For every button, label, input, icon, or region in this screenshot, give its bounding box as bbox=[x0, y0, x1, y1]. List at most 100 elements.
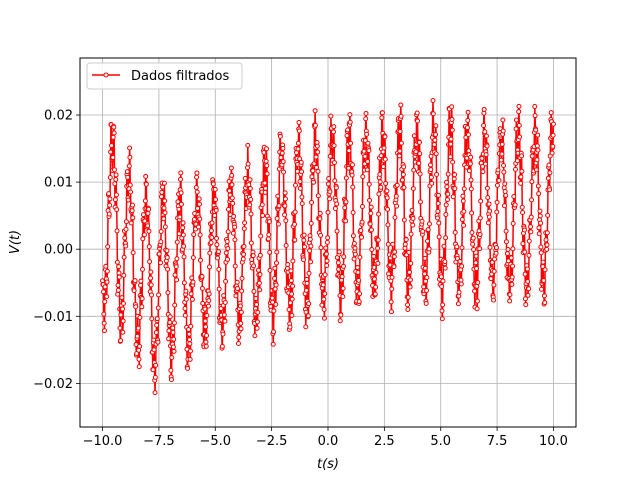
data-point bbox=[257, 252, 263, 258]
data-point bbox=[206, 264, 212, 270]
data-point bbox=[326, 176, 332, 182]
data-point bbox=[232, 237, 238, 243]
data-point bbox=[420, 228, 426, 234]
data-point bbox=[449, 117, 455, 123]
data-point bbox=[315, 168, 321, 174]
data-point bbox=[538, 244, 544, 250]
data-point bbox=[226, 188, 232, 194]
data-point bbox=[428, 167, 434, 173]
data-point bbox=[318, 245, 324, 251]
data-point bbox=[349, 172, 355, 178]
data-point bbox=[283, 243, 289, 249]
data-point bbox=[130, 250, 136, 256]
data-point bbox=[342, 205, 348, 211]
data-point bbox=[189, 296, 195, 302]
data-point bbox=[253, 295, 259, 301]
data-point bbox=[341, 254, 347, 260]
data-point bbox=[385, 222, 391, 228]
data-point bbox=[474, 298, 480, 304]
data-point bbox=[467, 161, 473, 167]
data-point bbox=[242, 220, 248, 226]
data-point bbox=[331, 143, 337, 149]
data-point bbox=[334, 201, 340, 207]
data-point bbox=[483, 152, 489, 158]
data-point bbox=[104, 268, 110, 274]
data-point bbox=[502, 181, 508, 187]
data-point bbox=[325, 235, 331, 241]
data-point bbox=[466, 168, 472, 174]
data-point bbox=[542, 267, 548, 273]
data-point bbox=[516, 122, 522, 128]
data-point bbox=[324, 239, 330, 245]
data-point bbox=[272, 265, 278, 271]
data-point bbox=[301, 244, 307, 250]
data-point bbox=[371, 276, 377, 282]
data-point bbox=[282, 196, 288, 202]
data-point bbox=[338, 312, 344, 318]
data-point bbox=[321, 307, 327, 312]
data-point bbox=[406, 249, 412, 255]
data-point bbox=[203, 343, 209, 349]
data-point bbox=[452, 186, 458, 192]
data-point bbox=[305, 313, 311, 319]
data-point bbox=[222, 299, 228, 305]
data-point bbox=[426, 221, 432, 227]
data-point bbox=[170, 344, 176, 350]
data-point bbox=[410, 222, 416, 228]
data-point bbox=[311, 179, 317, 185]
data-point bbox=[295, 146, 301, 152]
data-point bbox=[221, 293, 227, 299]
data-point bbox=[444, 179, 450, 185]
data-point bbox=[176, 206, 182, 212]
data-point bbox=[309, 199, 315, 205]
data-point bbox=[101, 320, 107, 326]
data-point bbox=[449, 104, 455, 110]
data-point bbox=[172, 302, 178, 308]
data-point bbox=[535, 132, 541, 138]
data-point bbox=[427, 162, 433, 168]
data-point bbox=[247, 202, 253, 208]
data-point bbox=[382, 156, 388, 162]
data-point bbox=[196, 196, 202, 202]
data-point bbox=[101, 311, 107, 317]
data-point bbox=[124, 169, 130, 175]
data-point bbox=[526, 238, 532, 244]
data-point bbox=[520, 241, 526, 247]
data-point bbox=[180, 232, 186, 238]
data-point bbox=[127, 182, 133, 188]
data-point bbox=[426, 246, 432, 252]
data-point bbox=[452, 229, 458, 235]
data-point bbox=[245, 142, 251, 148]
data-point bbox=[263, 146, 269, 152]
data-point bbox=[297, 185, 303, 191]
data-point bbox=[474, 306, 480, 312]
data-point bbox=[168, 377, 174, 383]
data-point bbox=[199, 285, 205, 291]
data-point bbox=[526, 252, 532, 258]
data-point bbox=[313, 154, 319, 160]
data-point bbox=[255, 309, 261, 315]
data-point bbox=[466, 148, 472, 154]
data-point bbox=[465, 109, 471, 115]
data-point bbox=[221, 312, 227, 318]
data-point bbox=[433, 123, 439, 129]
data-point bbox=[415, 118, 421, 124]
data-point bbox=[114, 259, 120, 265]
data-point bbox=[235, 341, 241, 347]
data-point bbox=[202, 306, 208, 312]
x-tick-label: −2.5 bbox=[256, 434, 288, 449]
data-point bbox=[204, 333, 210, 339]
data-point bbox=[340, 294, 346, 300]
data-point bbox=[484, 185, 490, 191]
data-point bbox=[323, 245, 329, 251]
data-point bbox=[372, 291, 378, 297]
series-markers bbox=[100, 97, 556, 396]
data-point bbox=[430, 97, 436, 103]
data-point bbox=[361, 148, 367, 154]
data-point bbox=[413, 149, 419, 155]
data-point bbox=[522, 249, 528, 255]
data-point bbox=[156, 292, 162, 298]
data-point bbox=[469, 210, 475, 216]
data-point bbox=[544, 246, 550, 252]
data-point bbox=[258, 233, 264, 239]
